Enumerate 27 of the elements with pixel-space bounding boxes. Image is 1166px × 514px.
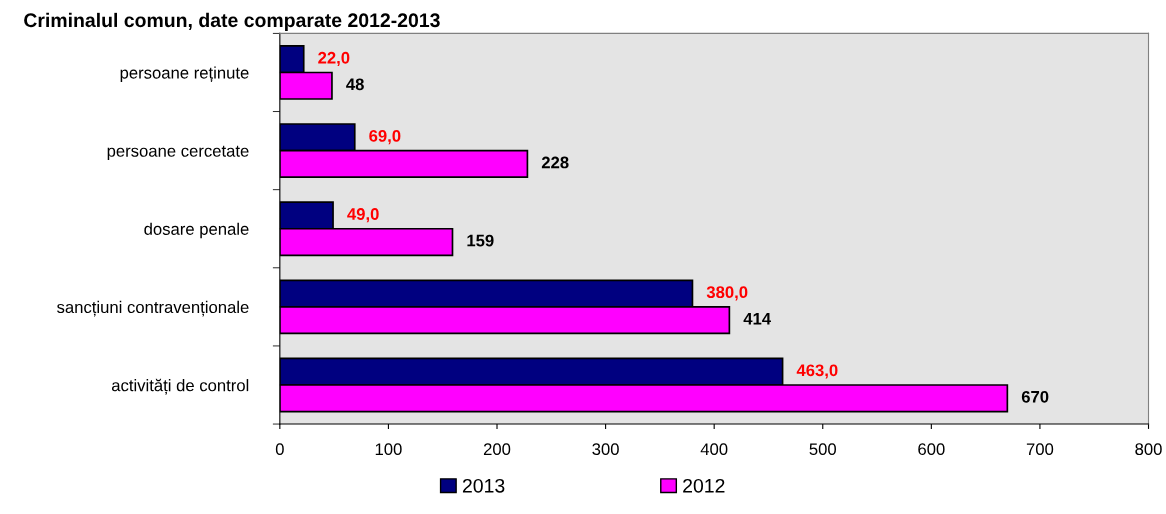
x-tick-label: 700: [1026, 443, 1054, 456]
x-tick-label: 0: [275, 443, 284, 456]
x-tick-label: 100: [375, 443, 402, 456]
data-label: 463,0: [796, 364, 838, 379]
data-label: 48: [346, 78, 364, 91]
data-label: 228: [541, 156, 569, 169]
data-label: 670: [1021, 390, 1049, 403]
x-tick-label: 600: [918, 443, 945, 456]
legend-label: 2012: [683, 478, 725, 493]
data-label: 49,0: [347, 208, 379, 223]
y-tick-label: persoane cercetate: [107, 145, 249, 161]
x-tick-label: 300: [592, 443, 619, 456]
x-tick-label: 500: [809, 443, 837, 456]
x-tick-label: 400: [700, 443, 728, 456]
x-tick-label: 200: [483, 443, 511, 456]
legend-label: 2013: [462, 478, 505, 493]
y-tick-label: dosare penale: [144, 222, 249, 239]
data-label: 69,0: [369, 129, 401, 145]
y-tick-label: sancțiuni contravenționale: [57, 300, 249, 317]
data-label: 380,0: [706, 286, 748, 301]
data-label: 159: [467, 234, 494, 247]
y-tick-label: persoane reținute: [120, 66, 249, 83]
y-tick-label: activități de control: [111, 378, 249, 395]
data-label: 414: [743, 312, 771, 325]
data-label: 22,0: [318, 51, 350, 67]
chart-title: Criminalul comun, date comparate 2012-2013: [24, 12, 440, 31]
x-tick-label: 800: [1135, 443, 1162, 456]
